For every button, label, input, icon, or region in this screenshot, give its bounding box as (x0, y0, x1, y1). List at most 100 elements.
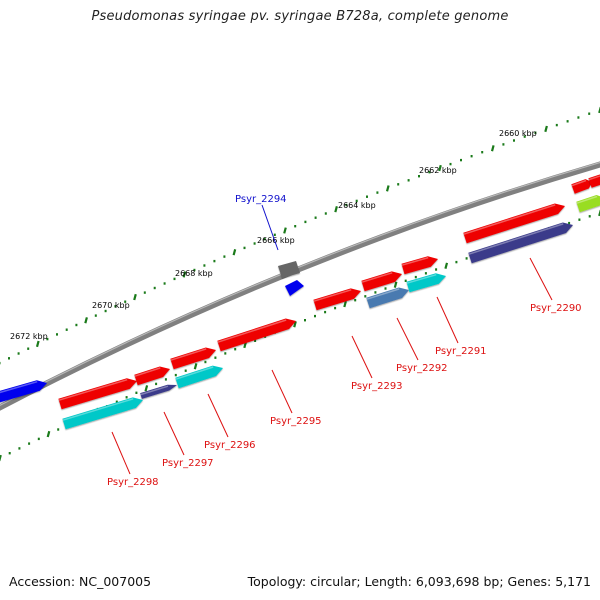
leader-line-2296 (207, 393, 229, 438)
gene-arrow-psyr-2296-red-highlight (170, 348, 207, 361)
outer-scale-tick (355, 199, 358, 203)
outer-scale-tick (8, 357, 10, 360)
outer-scale-tick (438, 164, 442, 172)
gene-arrow-psyr-2293-red[interactable] (313, 288, 361, 311)
gene-arrow-psyr-2295-red[interactable] (217, 318, 296, 352)
map-title: Pseudomonas syringae pv. syringae B728a,… (91, 9, 509, 24)
inner-scale-tick (414, 275, 417, 279)
gene-arrow-psyr-2298-red[interactable] (58, 378, 137, 410)
inner-scale-tick (18, 447, 21, 450)
gene-arrow-red-edge-2[interactable] (588, 174, 600, 188)
gene-label-psyr-2292[interactable]: Psyr_2292 (396, 363, 448, 374)
gene-arrow-lime-edge[interactable] (576, 195, 600, 213)
inner-scale-tick (0, 454, 2, 462)
gene-arrow-psyr-2298-red-highlight (58, 378, 128, 401)
outer-scale-tick (94, 314, 97, 317)
outer-scale-tick (56, 333, 58, 336)
gene-arrow-psyr-2290-navy[interactable] (468, 222, 573, 264)
outer-scale-tick (513, 139, 515, 142)
gene-arrow-blue-left-highlight (0, 380, 38, 394)
outer-scale-tick (334, 206, 338, 213)
gene-arrow-psyr-2296-cyan[interactable] (175, 365, 223, 389)
gene-arrow-psyr-2296-red[interactable] (170, 347, 216, 370)
gene-arrow-psyr-2291-red-highlight (401, 256, 429, 266)
gene-label-psyr-2293[interactable]: Psyr_2293 (351, 381, 403, 392)
outer-scale-tick (133, 293, 137, 301)
leader-line-2292 (396, 317, 419, 361)
gene-arrow-blue-left[interactable] (0, 380, 47, 403)
gene-block-gray[interactable] (278, 261, 300, 278)
gene-arrow-psyr-2292-steel[interactable] (366, 287, 409, 309)
outer-scale-tick (27, 347, 30, 350)
outer-scale-tick (577, 116, 580, 119)
outer-scale-tick (544, 125, 548, 133)
outer-scale-tick (555, 123, 558, 127)
outer-scale-tick (283, 227, 287, 234)
inner-scale-tick (455, 260, 458, 264)
inner-scale-tick (144, 385, 149, 392)
inner-scale-tick (598, 209, 600, 217)
gene-arrow-psyr-2290-red[interactable] (463, 203, 565, 244)
gene-arrow-psyr-2292-steel-highlight (366, 288, 400, 300)
inner-scale-tick (234, 348, 237, 351)
inner-scale-tick (384, 287, 387, 290)
gene-arrow-psyr-2291-red[interactable] (401, 256, 439, 275)
outer-scale-tick (598, 106, 600, 114)
gene-arrow-psyr-2290-navy-highlight (468, 223, 564, 255)
inner-scale-tick (435, 268, 438, 271)
inner-scale-tick (314, 314, 316, 318)
gene-label-psyr-2290[interactable]: Psyr_2290 (530, 303, 582, 314)
gene-arrow-psyr-2298-cyan-highlight (62, 398, 134, 421)
inner-scale-tick (164, 378, 167, 381)
inner-scale-tick (155, 382, 158, 386)
gene-arrow-psyr-2298-cyan[interactable] (62, 397, 143, 430)
scale-label-2672: 2672 kbp (10, 332, 48, 341)
accession-text: Accession: NC_007005 (9, 574, 152, 589)
gene-block-psyr-2294-blue[interactable] (285, 280, 304, 296)
inner-scale-tick (354, 299, 357, 302)
outer-scale-tick (385, 185, 390, 192)
gene-label-psyr-2298[interactable]: Psyr_2298 (107, 477, 159, 488)
outer-scale-tick (182, 271, 187, 278)
scale-label-2664: 2664 kbp (338, 201, 376, 210)
gene-arrow-psyr-2297-red-highlight (134, 367, 161, 377)
gene-arrow-psyr-2297-navy-highlight (140, 385, 169, 396)
gene-label-psyr-2297[interactable]: Psyr_2297 (162, 458, 214, 469)
gene-arrow-psyr-2297-red[interactable] (134, 366, 170, 386)
inner-scale-tick (334, 306, 337, 310)
leader-line-2294 (261, 204, 279, 251)
inner-scale-tick (204, 360, 207, 364)
outer-scale-tick (232, 249, 237, 256)
outer-scale-tick (314, 216, 317, 219)
gene-arrow-psyr-2293-red-highlight (313, 289, 352, 302)
gene-arrow-psyr-2291-cyan-highlight (406, 273, 437, 284)
gene-arrow-psyr-2291-cyan[interactable] (406, 273, 447, 293)
outer-scale-tick (324, 212, 327, 215)
outer-scale-tick (46, 337, 49, 341)
gene-label-psyr-2291[interactable]: Psyr_2291 (435, 346, 487, 357)
gene-features (0, 174, 600, 430)
gene-arrow-psyr-2296-cyan-highlight (175, 366, 214, 380)
gene-arrow-psyr-2290-red-highlight (463, 204, 556, 235)
outer-scale-tick (407, 179, 410, 182)
outer-scale-tick (263, 237, 266, 241)
inner-scale-tick (304, 319, 306, 322)
gene-arrow-psyr-2297-navy[interactable] (140, 384, 177, 399)
gene-arrow-psyr-2292-red[interactable] (361, 271, 402, 292)
outer-scale-ticks (0, 106, 600, 365)
inner-scale-tick (364, 295, 367, 298)
inner-scale-tick (393, 281, 398, 288)
outer-scale-tick (418, 175, 420, 178)
outer-scale-tick (502, 143, 505, 146)
outer-scale-tick (193, 268, 196, 272)
inner-scale-tick (568, 221, 571, 225)
gene-label-psyr-2294[interactable]: Psyr_2294 (235, 194, 287, 205)
outer-scale-tick (523, 135, 526, 138)
outer-scale-tick (345, 203, 348, 207)
gene-label-psyr-2295[interactable]: Psyr_2295 (270, 416, 322, 427)
gene-label-psyr-2296[interactable]: Psyr_2296 (204, 440, 256, 451)
gene-arrow-red-edge-1[interactable] (571, 179, 592, 194)
gene-labels: Psyr_2294 Psyr_2290 Psyr_2291 Psyr_2292 … (107, 194, 582, 488)
inner-scale-tick (243, 341, 247, 349)
